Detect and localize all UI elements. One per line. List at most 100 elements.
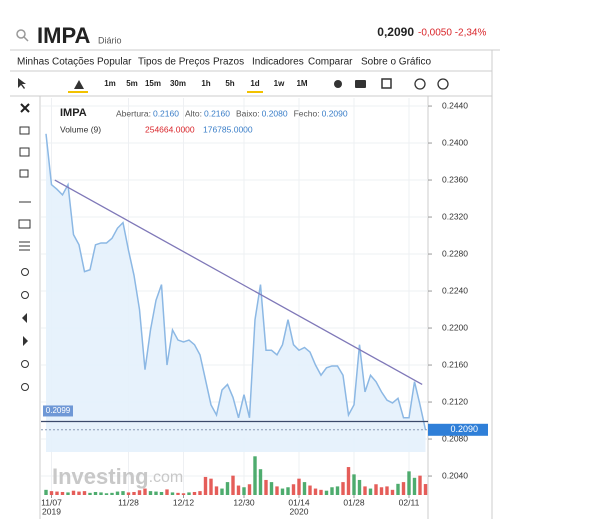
x-tick-label: 01/28 bbox=[343, 497, 365, 507]
x-tick-label: 11/07 bbox=[41, 497, 62, 507]
volume-bar bbox=[231, 475, 235, 495]
ohlc-value: 0.2160 bbox=[153, 108, 179, 118]
volume-label: Volume (9) bbox=[60, 124, 101, 134]
y-tick-label: 0.2200 bbox=[442, 322, 468, 332]
volume-bar bbox=[170, 492, 175, 495]
reference-label-box bbox=[43, 405, 73, 417]
tool-icon[interactable] bbox=[18, 219, 31, 229]
active-indicator bbox=[247, 91, 263, 93]
period-button[interactable]: 1h bbox=[201, 79, 210, 88]
tool-icon[interactable] bbox=[23, 336, 28, 346]
reference-label: 0.2099 bbox=[46, 406, 71, 415]
volume-bar bbox=[49, 491, 54, 495]
tool-icon[interactable] bbox=[19, 169, 29, 178]
volume-bar bbox=[143, 488, 147, 495]
period-button[interactable]: 5h bbox=[225, 79, 234, 88]
tool-icon[interactable] bbox=[19, 241, 30, 251]
tool-icon[interactable] bbox=[21, 291, 29, 299]
y-tick-label: 0.2360 bbox=[442, 174, 468, 184]
volume-bar bbox=[418, 475, 422, 495]
watermark-part: .com bbox=[149, 469, 184, 486]
volume-bar bbox=[93, 491, 98, 495]
volume-bar bbox=[264, 479, 268, 495]
download-icon[interactable] bbox=[414, 78, 426, 90]
x-tick-label: 12/12 bbox=[173, 497, 195, 507]
period-button[interactable]: 1M bbox=[296, 79, 307, 88]
menu-item[interactable]: Tipos de Preços bbox=[138, 57, 210, 68]
tool-icon[interactable] bbox=[22, 313, 27, 323]
tool-icon[interactable] bbox=[19, 126, 30, 135]
volume-bar bbox=[214, 486, 219, 495]
volume-bar bbox=[82, 491, 87, 495]
volume-bar bbox=[341, 482, 345, 495]
upload-icon[interactable] bbox=[437, 78, 449, 90]
volume-readout: 176785.0000 bbox=[203, 124, 253, 134]
volume-bar bbox=[60, 491, 65, 495]
volume-bar bbox=[77, 491, 81, 495]
volume-bar bbox=[363, 486, 367, 495]
tool-icon[interactable] bbox=[21, 360, 29, 368]
x-tick-label: 11/28 bbox=[118, 497, 139, 507]
volume-bar bbox=[352, 474, 356, 495]
ohlc-value: 0.2080 bbox=[262, 108, 288, 118]
y-tick-label: 0.2320 bbox=[442, 211, 468, 221]
volume-bar bbox=[269, 482, 274, 495]
volume-bar bbox=[121, 491, 125, 495]
menu-item[interactable]: Minhas Cotações bbox=[17, 57, 94, 68]
area-icon[interactable] bbox=[74, 80, 84, 89]
volume-bar bbox=[275, 486, 279, 495]
close-icon[interactable] bbox=[20, 103, 30, 113]
change: -0,0050 -2,34% bbox=[418, 28, 486, 39]
ohlc-label: Abertura: bbox=[116, 108, 151, 118]
y-tick-label: 0.2240 bbox=[442, 285, 468, 295]
volume-bar bbox=[126, 492, 131, 495]
volume-bar bbox=[203, 476, 208, 495]
period-button[interactable]: 15m bbox=[145, 79, 161, 88]
volume-bar bbox=[242, 487, 246, 495]
volume-bar bbox=[319, 489, 323, 495]
volume-bar bbox=[192, 491, 197, 495]
volume-bar bbox=[99, 492, 103, 495]
tool-icon[interactable] bbox=[21, 383, 29, 391]
tool-icon[interactable] bbox=[21, 268, 29, 276]
x-tick-label: 01/14 bbox=[288, 497, 310, 507]
cursor-icon[interactable] bbox=[18, 78, 26, 89]
x-year-label: 2019 bbox=[42, 506, 61, 516]
volume-bar bbox=[286, 487, 290, 495]
volume-readout: 254664.0000 bbox=[145, 124, 195, 134]
volume-bar bbox=[396, 483, 400, 495]
volume-bar bbox=[253, 456, 257, 495]
ohlc-label: Baixo: bbox=[236, 108, 260, 118]
volume-bar bbox=[165, 489, 169, 495]
menu-item[interactable]: Indicadores bbox=[252, 57, 304, 68]
volume-bar bbox=[313, 488, 318, 495]
period-button[interactable]: 30m bbox=[170, 79, 186, 88]
volume-bar bbox=[324, 490, 329, 495]
camera-icon[interactable] bbox=[355, 80, 366, 88]
tool-icon[interactable] bbox=[19, 147, 30, 157]
volume-bar bbox=[187, 492, 191, 495]
volume-bar bbox=[330, 487, 334, 495]
settings-icon[interactable] bbox=[334, 80, 342, 88]
ohlc-label: Alto: bbox=[185, 108, 202, 118]
volume-bar bbox=[148, 491, 153, 495]
period-button[interactable]: 1d bbox=[250, 79, 259, 88]
volume-bar bbox=[302, 482, 307, 495]
volume-bar bbox=[220, 488, 224, 495]
volume-bar bbox=[335, 486, 340, 495]
fullscreen-icon[interactable] bbox=[381, 78, 392, 89]
period-button[interactable]: 1w bbox=[274, 79, 285, 88]
volume-bar bbox=[308, 485, 312, 495]
menu-item[interactable]: Prazos bbox=[213, 57, 244, 68]
menu-item[interactable]: Sobre o Gráfico bbox=[361, 57, 431, 68]
period-button[interactable]: 5m bbox=[126, 79, 138, 88]
volume-bar bbox=[115, 491, 120, 495]
volume-bar bbox=[357, 479, 362, 495]
y-tick-label: 0.2120 bbox=[442, 396, 468, 406]
menu-item[interactable]: Comparar bbox=[308, 57, 353, 68]
search-icon[interactable] bbox=[16, 29, 26, 39]
volume-bar bbox=[132, 491, 136, 495]
volume-bar bbox=[374, 484, 378, 495]
menu-item[interactable]: Popular bbox=[97, 57, 132, 68]
period-button[interactable]: 1m bbox=[104, 79, 116, 88]
